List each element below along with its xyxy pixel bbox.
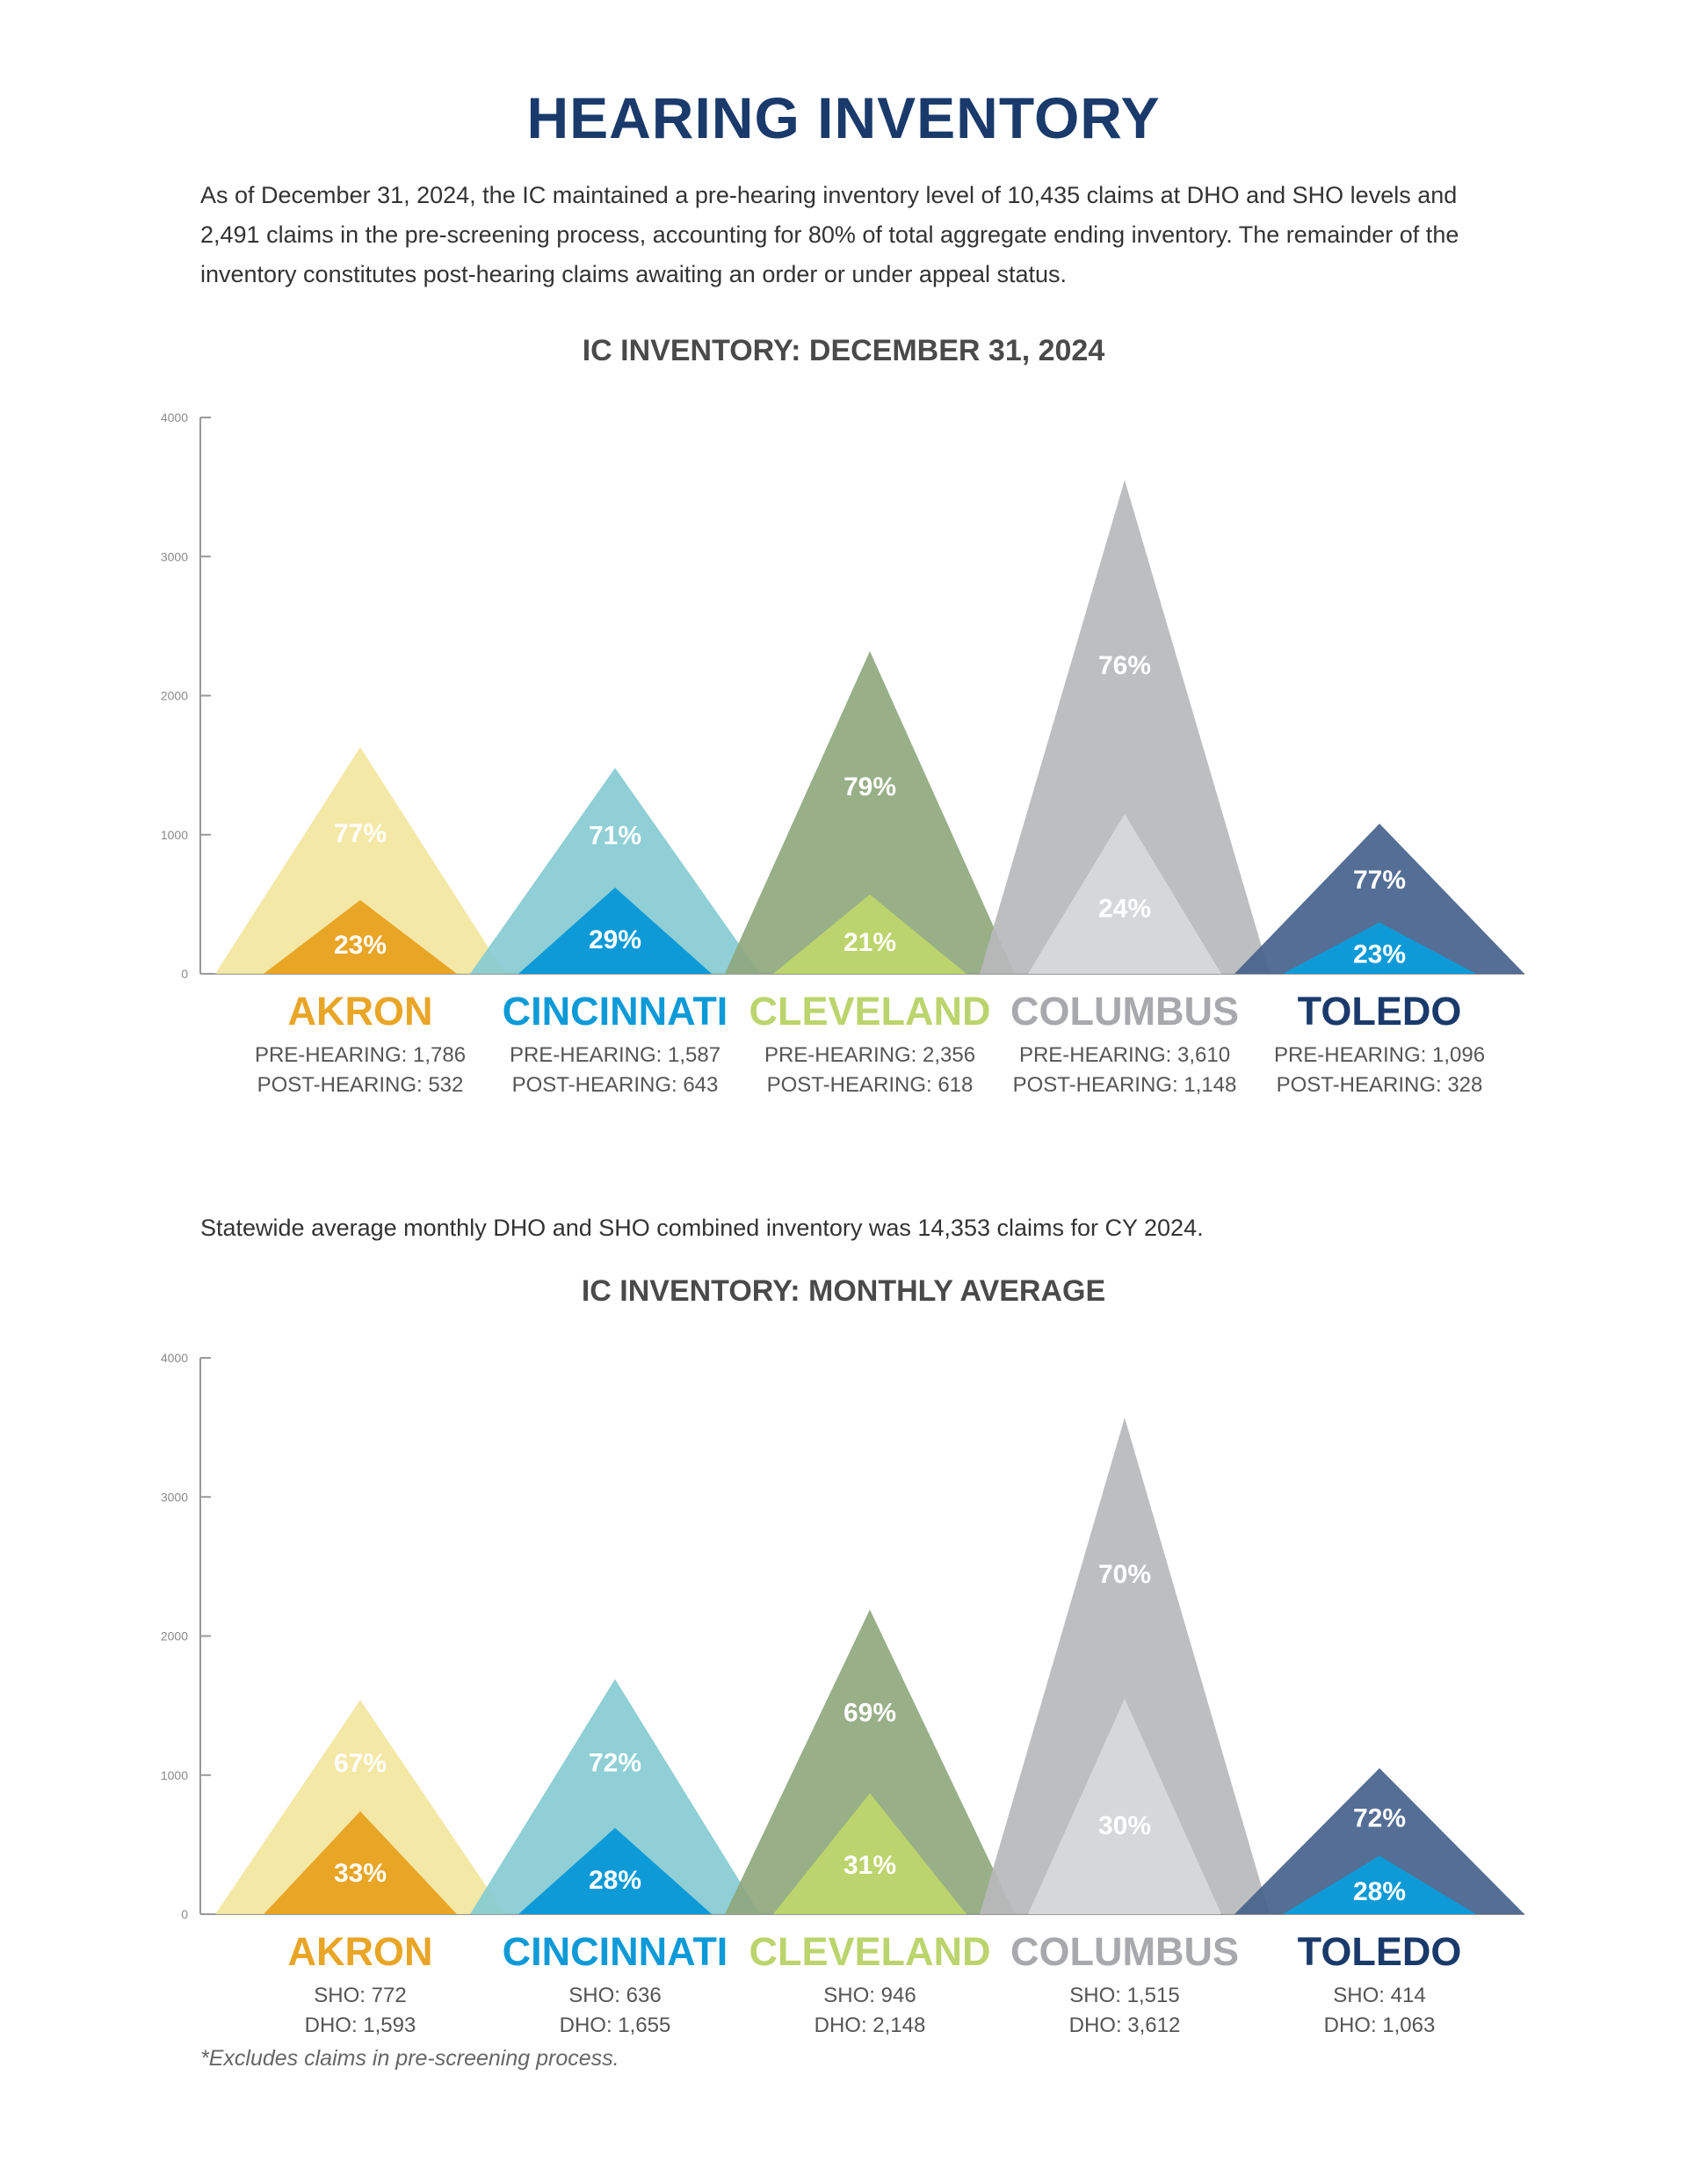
category-label-toledo: TOLEDO [1298,989,1462,1034]
pct-label-inner-akron: 33% [334,1859,387,1888]
pct-label-inner-columbus: 24% [1098,895,1151,924]
outer-triangle-cincinnati [470,1679,760,1914]
detail-line2-akron: DHO: 1,593 [305,2013,416,2037]
inner-triangle-akron [264,900,457,974]
inner-triangle-cleveland [773,894,967,974]
pct-label-inner-akron: 23% [334,931,387,960]
pct-label-inner-cincinnati: 28% [589,1866,641,1895]
chart-svg: 0 1000 2000 3000 4000 77% 23% 71% 29% 79% 21% 76% 24… [161,410,1524,1097]
chart-title: IC INVENTORY: MONTHLY AVERAGE [581,1274,1106,1308]
detail-line2-cleveland: DHO: 2,148 [815,2013,926,2037]
intro-paragraph: As of December 31, 2024, the IC maintain… [200,182,1459,287]
pct-label-inner-cleveland: 31% [844,1851,896,1880]
pct-label-outer-columbus: 76% [1098,651,1151,680]
y-tick-label: 2000 [161,689,188,703]
outer-triangle-cleveland [725,650,1015,974]
pct-label-outer-akron: 77% [334,819,387,848]
detail-line2-columbus: DHO: 3,612 [1069,2013,1181,2037]
detail-line1-columbus: SHO: 1,515 [1069,1984,1179,2007]
inner-triangle-cleveland [773,1793,967,1914]
y-tick-label: 0 [181,967,188,981]
detail-line2-toledo: DHO: 1,063 [1324,2013,1436,2037]
outer-triangle-akron [215,1700,505,1914]
inner-triangle-cincinnati [518,887,712,974]
outer-triangle-columbus [980,480,1270,974]
pct-label-inner-toledo: 28% [1353,1877,1406,1906]
detail-line1-akron: SHO: 772 [314,1984,406,2007]
detail-line1-cleveland: SHO: 946 [823,1984,916,2007]
detail-line2-cincinnati: DHO: 1,655 [560,2013,671,2037]
outer-triangle-cleveland [725,1609,1015,1914]
inner-triangle-cincinnati [518,1827,712,1914]
category-label-akron: AKRON [288,989,433,1034]
chart-title: IC INVENTORY: DECEMBER 31, 2024 [582,334,1105,367]
inner-triangle-columbus [1028,1698,1221,1914]
detail-line1-toledo: SHO: 414 [1333,1984,1425,2007]
chart-svg: 0 1000 2000 3000 4000 67% 33% 72% 28% 69% 31% 70% 30… [161,1351,1524,2037]
category-label-columbus: COLUMBUS [1010,1929,1239,1974]
category-label-columbus: COLUMBUS [1010,989,1239,1034]
outer-triangle-toledo [1234,1767,1524,1914]
detail-line1-cincinnati: PRE-HEARING: 1,587 [510,1043,720,1067]
y-tick-label: 1000 [161,828,188,842]
pct-label-outer-cincinnati: 71% [589,822,641,851]
outer-triangle-cincinnati [470,767,760,974]
page-title: HEARING INVENTORY [526,85,1161,150]
detail-line2-cincinnati: POST-HEARING: 643 [512,1073,719,1097]
y-tick-label: 2000 [161,1629,188,1643]
category-label-cincinnati: CINCINNATI [503,989,728,1034]
inner-triangle-toledo [1283,1855,1476,1914]
detail-line1-akron: PRE-HEARING: 1,786 [255,1043,466,1067]
pct-label-outer-cincinnati: 72% [589,1749,641,1778]
pct-label-outer-toledo: 77% [1353,866,1406,895]
detail-line2-toledo: POST-HEARING: 328 [1277,1073,1483,1097]
statewide-paragraph: Statewide average monthly DHO and SHO co… [200,1215,1204,1241]
detail-line1-toledo: PRE-HEARING: 1,096 [1274,1043,1485,1067]
pct-label-outer-toledo: 72% [1353,1804,1406,1833]
pct-label-outer-akron: 67% [334,1749,387,1778]
detail-line1-cleveland: PRE-HEARING: 2,356 [764,1043,975,1067]
pct-label-inner-cleveland: 21% [844,928,896,957]
footnote: *Excludes claims in pre-screening proces… [200,2046,619,2071]
y-tick-label: 3000 [161,1490,188,1504]
outer-triangle-akron [215,747,505,974]
pct-label-outer-cleveland: 69% [844,1698,896,1727]
pct-label-outer-columbus: 70% [1098,1560,1151,1589]
pct-label-outer-cleveland: 79% [844,773,896,802]
y-tick-label: 1000 [161,1768,188,1782]
y-tick-label: 4000 [161,410,188,424]
chart-december-31: IC INVENTORY: DECEMBER 31, 2024 0 1000 200… [0,334,1687,1116]
detail-line2-akron: POST-HEARING: 532 [257,1073,464,1097]
inner-triangle-toledo [1283,922,1476,974]
chart-monthly-average: IC INVENTORY: MONTHLY AVERAGE 0 1000 2000 3… [0,1274,1687,2039]
y-tick-label: 0 [181,1907,188,1921]
inner-triangle-columbus [1028,814,1221,974]
category-label-akron: AKRON [288,1929,433,1974]
detail-line2-cleveland: POST-HEARING: 618 [767,1073,974,1097]
y-tick-label: 4000 [161,1351,188,1365]
pct-label-inner-toledo: 23% [1353,940,1406,969]
category-label-cleveland: CLEVELAND [749,989,990,1034]
detail-line1-columbus: PRE-HEARING: 3,610 [1019,1043,1230,1067]
pct-label-inner-columbus: 30% [1098,1811,1151,1840]
inner-triangle-akron [264,1810,457,1914]
detail-line1-cincinnati: SHO: 636 [568,1984,661,2007]
pct-label-inner-cincinnati: 29% [589,925,641,954]
category-label-toledo: TOLEDO [1298,1929,1462,1974]
detail-line2-columbus: POST-HEARING: 1,148 [1013,1073,1237,1097]
category-label-cleveland: CLEVELAND [749,1929,990,1974]
outer-triangle-toledo [1234,824,1524,974]
outer-triangle-columbus [980,1418,1270,1914]
y-tick-label: 3000 [161,549,188,563]
category-label-cincinnati: CINCINNATI [503,1929,728,1974]
